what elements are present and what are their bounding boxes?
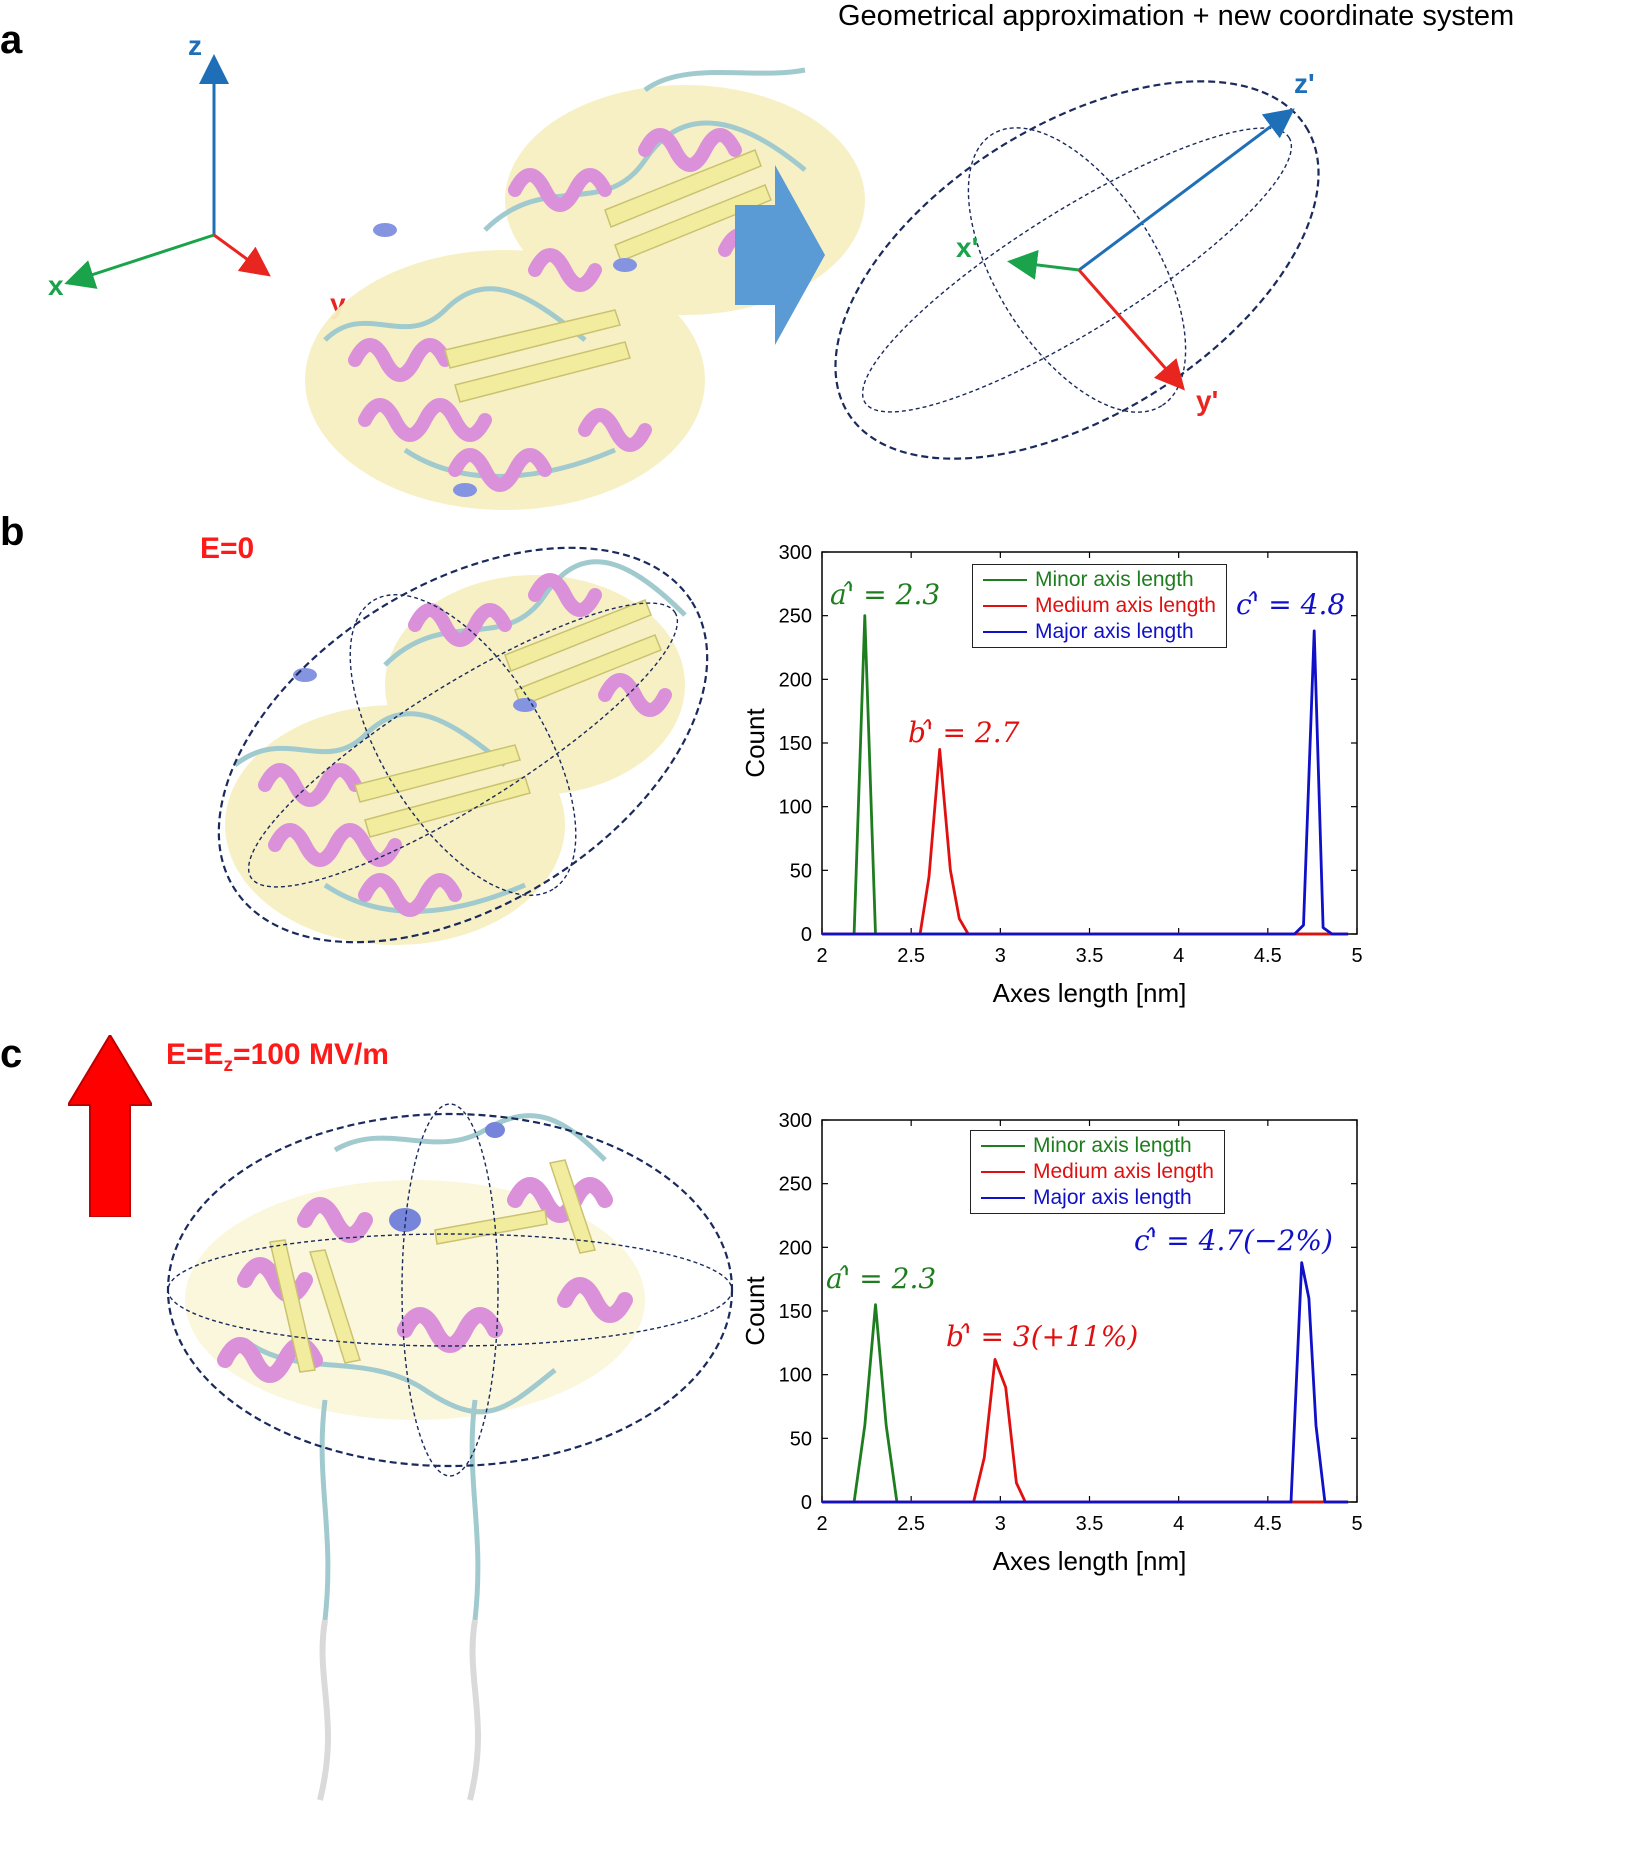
y-tick-label: 150 — [779, 1301, 812, 1323]
legend-label-minor: Minor axis length — [1035, 568, 1194, 591]
legend-item-minor: Minor axis length — [981, 1133, 1214, 1159]
panel-a-title: Geometrical approximation + new coordina… — [838, 0, 1515, 32]
y-tick-label: 50 — [790, 860, 812, 882]
x-tick-label: 3.5 — [1076, 1513, 1104, 1535]
x-axis-title: Axes length [nm] — [993, 978, 1187, 1008]
x-tick-label: 3.5 — [1076, 945, 1104, 967]
field-label-c-rest: =100 MV/m — [233, 1038, 389, 1071]
peak-label-medium-b: b'̂ = 2.7 — [908, 716, 1020, 749]
y-tick-label: 250 — [779, 1174, 812, 1196]
field-label-b: E=0 — [200, 532, 255, 565]
y-tick-label: 100 — [779, 1365, 812, 1387]
field-label-c-main: E=E — [166, 1038, 224, 1071]
x-tick-label: 3 — [995, 1513, 1006, 1535]
y-prime-arrow — [1077, 269, 1185, 391]
ellipsoid-cross-section-c2 — [401, 1103, 499, 1477]
ellipsoid-outline-b — [217, 546, 709, 944]
protein-ellipsoid-c — [166, 1103, 734, 1801]
legend-label-major: Major axis length — [1035, 620, 1194, 643]
y-tick-label: 0 — [801, 924, 812, 946]
y-prime-label: y' — [1196, 385, 1219, 416]
series-line-minor — [822, 614, 1349, 936]
x-tick-label: 4.5 — [1254, 945, 1282, 967]
x-prime-label: x' — [956, 232, 979, 263]
legend-item-major: Major axis length — [981, 1185, 1214, 1211]
x-tick-label: 2 — [816, 945, 827, 967]
protein-ellipsoid-b — [217, 546, 709, 945]
legend-item-medium: Medium axis length — [983, 593, 1216, 619]
peak-label-minor-c: a'̂ = 2.3 — [826, 1262, 937, 1295]
field-label-c: E=Ez=100 MV/m — [166, 1038, 389, 1077]
y-tick-label: 0 — [801, 1492, 812, 1514]
y-tick-label: 300 — [779, 542, 812, 564]
panel-letter-c: c — [0, 1032, 23, 1076]
x-tick-label: 5 — [1351, 1513, 1362, 1535]
peak-label-medium-c: b'̂ = 3(+11%) — [946, 1320, 1139, 1353]
peak-label-major-b: c'̂ = 4.8 — [1236, 588, 1346, 621]
panel-letter-b: b — [0, 510, 25, 554]
legend-item-minor: Minor axis length — [983, 567, 1216, 593]
y-tick-label: 150 — [779, 733, 812, 755]
transform-arrow — [735, 165, 825, 345]
x-tick-label: 4 — [1173, 945, 1184, 967]
x-tick-label: 3 — [995, 945, 1006, 967]
x-tick-label: 5 — [1351, 945, 1362, 967]
z-prime-label: z' — [1294, 68, 1315, 99]
field-direction-arrow — [68, 1035, 152, 1217]
legend-item-major: Major axis length — [983, 619, 1216, 645]
original-axes — [64, 54, 271, 289]
series-line-major — [822, 1261, 1349, 1504]
y-tick-label: 300 — [779, 1110, 812, 1132]
x-tick-label: 2.5 — [897, 945, 925, 967]
chart-c: 0 50 100 150 200 250 300 2 2.5 3 3.5 4 4.5 5 Axes leng… — [740, 1110, 1363, 1576]
legend-item-medium: Medium axis length — [981, 1159, 1214, 1185]
ellipsoid-cross-section-c1 — [167, 1233, 733, 1347]
z-prime-arrow — [1078, 108, 1295, 272]
field-label-c-sub: z — [223, 1055, 234, 1076]
panel-letter-a: a — [0, 18, 23, 62]
y-tick-label: 200 — [779, 669, 812, 691]
y-tick-label: 50 — [790, 1428, 812, 1450]
x-axis-arrow — [64, 233, 215, 289]
x-axis-title: Axes length [nm] — [993, 1546, 1187, 1576]
legend-b: Minor axis length Medium axis length Maj… — [972, 564, 1227, 648]
legend-label-medium: Medium axis length — [1035, 594, 1216, 617]
x-axis-label: x — [48, 270, 64, 301]
series-line-medium — [822, 747, 1349, 936]
legend-label-major: Major axis length — [1033, 1186, 1192, 1209]
x-prime-arrow — [1007, 249, 1080, 280]
ellipsoid-cross-section-b1 — [247, 602, 679, 888]
y-tick-label: 200 — [779, 1237, 812, 1259]
series-line-major — [822, 629, 1349, 936]
x-tick-label: 4.5 — [1254, 1513, 1282, 1535]
peak-label-major-c: c'̂ = 4.7(−2%) — [1134, 1224, 1333, 1257]
y-tick-label: 250 — [779, 606, 812, 628]
legend-label-minor: Minor axis length — [1033, 1134, 1192, 1157]
ellipsoid-new-axes — [834, 80, 1320, 460]
y-axis-title: Count — [740, 1276, 770, 1346]
y-axis-arrow — [213, 233, 271, 277]
x-tick-label: 4 — [1173, 1513, 1184, 1535]
y-axis-title: Count — [740, 708, 770, 778]
chart-b: 0 50 100 150 200 250 300 2 2.5 3 3.5 4 4.5 5 Axes leng… — [740, 542, 1363, 1008]
legend-label-medium: Medium axis length — [1033, 1160, 1214, 1183]
y-tick-label: 100 — [779, 797, 812, 819]
x-tick-label: 2.5 — [897, 1513, 925, 1535]
x-tick-label: 2 — [816, 1513, 827, 1535]
ellipsoid-outline — [834, 80, 1320, 460]
series-line-medium — [822, 1357, 1349, 1504]
z-axis-label: z — [188, 30, 202, 61]
peak-label-minor-b: a'̂ = 2.3 — [830, 578, 941, 611]
legend-c: Minor axis length Medium axis length Maj… — [970, 1130, 1225, 1214]
